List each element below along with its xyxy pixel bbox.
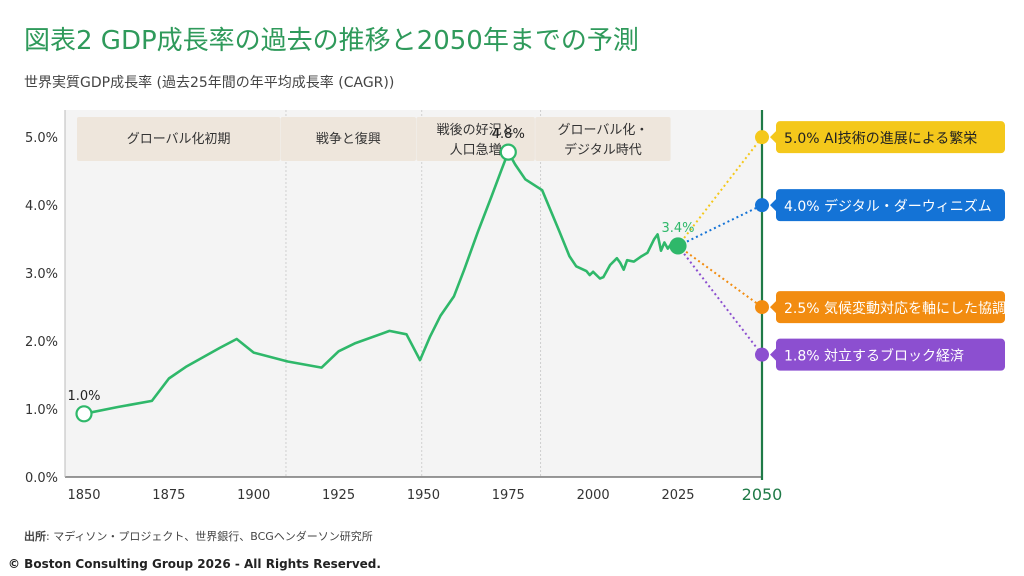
scenario-callout [776,121,1005,154]
x-tick-label: 1925 [322,488,355,503]
scenario-callout [776,338,1005,371]
source-text: : マディソン・プロジェクト、世界銀行、BCGヘンダーソン研究所 [46,530,373,543]
target-year-label: 2050 [742,485,783,504]
era-label: デジタル時代 [564,142,642,158]
era-label: 戦後の好況と [437,123,515,138]
x-tick-label: 2025 [661,488,694,503]
y-tick-label: 4.0% [25,199,58,214]
x-tick-label: 1850 [67,488,100,503]
scenario-pointer [770,300,777,315]
scenario-label: 4.0% デジタル・ダーウィニズム [784,198,992,215]
scenario-projection-line [677,245,763,308]
page-title: 図表2 GDP成長率の過去の推移と2050年までの予測 [24,26,639,56]
scenario-marker [755,130,769,145]
x-tick-label: 2000 [577,488,610,503]
x-tick-label: 1900 [237,488,270,503]
era-label: 人口急増 [450,143,502,158]
scenario-label: 2.5% 気候変動対応を軸にした協調 [784,300,1006,317]
scenario-callout [776,189,1005,222]
scenario-label: 1.8% 対立するブロック経済 [784,348,964,365]
highlight-point [499,143,517,161]
era-box [535,117,671,161]
x-tick-label: 1950 [407,488,440,503]
scenario-pointer [770,347,777,362]
scenario-pointer [770,130,777,145]
y-tick-label: 2.0% [25,335,58,350]
era-label: グローバル化・ [557,123,648,138]
gdp-series-line [76,150,679,416]
y-tick-label: 0.0% [25,471,58,486]
highlight-point [669,237,687,255]
x-tick-label: 1975 [492,488,525,503]
era-label: グローバル化初期 [127,132,231,147]
plot-background [65,110,762,477]
era-label: 戦争と復興 [316,131,381,147]
highlight-label: 3.4% [661,221,694,236]
x-tick-label: 1875 [152,488,185,503]
source-note: 出所: マディソン・プロジェクト、世界銀行、BCGヘンダーソン研究所 [24,528,373,544]
scenario-marker [755,198,769,213]
copyright: © Boston Consulting Group 2026 - All Rig… [8,557,381,571]
y-tick-label: 1.0% [25,403,58,418]
scenario-callout [776,291,1005,324]
highlight-label: 1.0% [67,389,100,404]
y-tick-label: 5.0% [25,131,58,146]
scenario-marker [755,300,769,315]
scenario-marker [755,347,769,362]
era-box [280,117,417,161]
scenario-label: 5.0% AI技術の進展による繁栄 [784,131,977,147]
era-box [77,117,281,161]
y-tick-label: 3.0% [25,267,58,282]
chart-subtitle: 世界実質GDP成長率 (過去25年間の年平均成長率 (CAGR)) [24,75,395,91]
highlight-label: 4.8% [492,127,525,142]
highlight-point [75,405,93,423]
scenario-pointer [770,198,777,213]
scenario-projection-line [677,204,763,247]
source-label: 出所 [24,530,46,543]
